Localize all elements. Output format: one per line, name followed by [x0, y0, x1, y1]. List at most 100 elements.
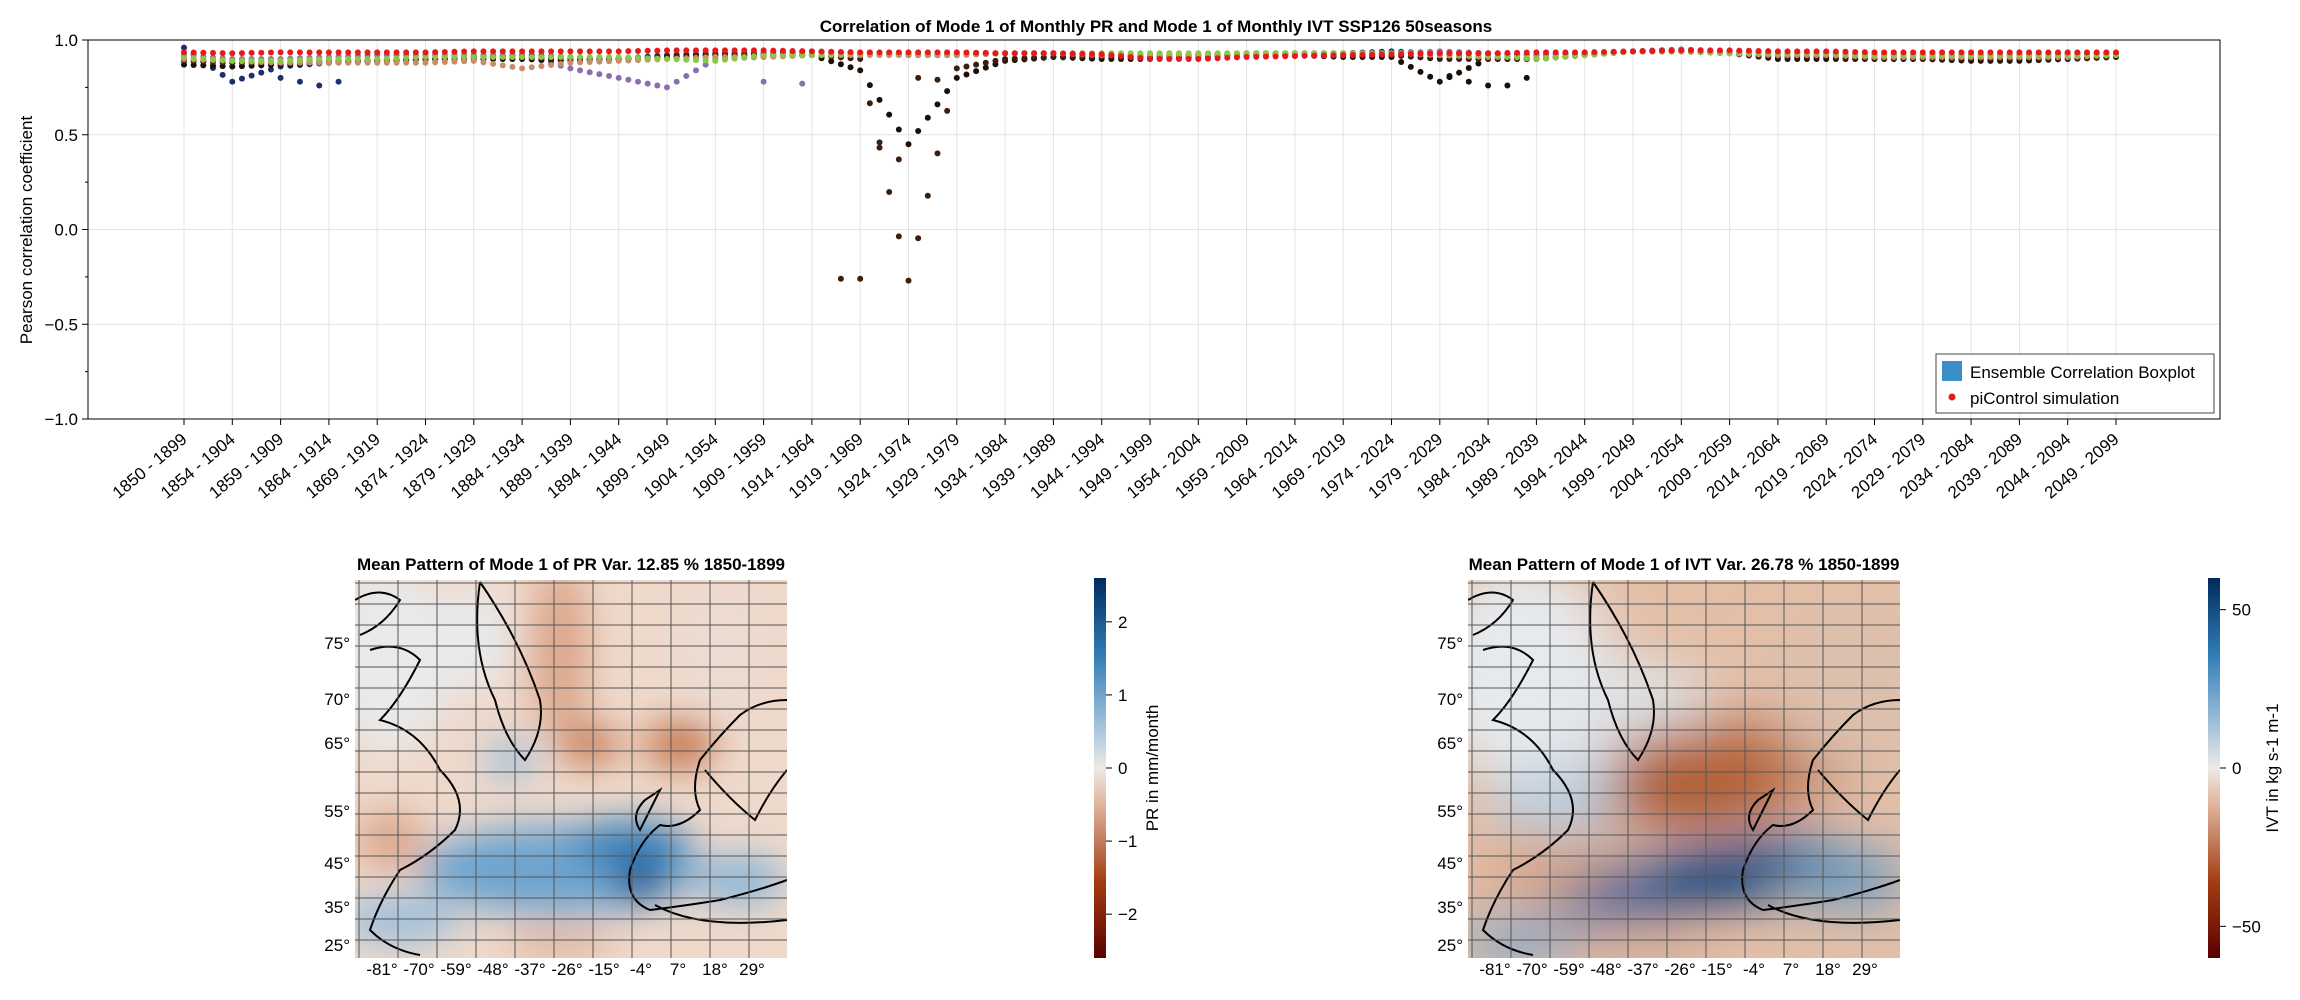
picontrol-point: [1031, 50, 1038, 57]
ensemble-point: [480, 54, 487, 61]
picontrol-point: [1881, 49, 1888, 56]
ensemble-point: [644, 55, 651, 62]
ensemble-point: [635, 78, 642, 85]
picontrol-point: [596, 48, 603, 55]
picontrol-point: [1349, 51, 1356, 58]
y-axis-label: Pearson correlation coefficient: [17, 116, 36, 345]
ivt-map-title: Mean Pattern of Mode 1 of IVT Var. 26.78…: [1469, 555, 1900, 574]
picontrol-point: [1601, 48, 1608, 55]
ensemble-point: [596, 71, 603, 78]
ensemble-point: [692, 67, 699, 74]
picontrol-point: [1475, 50, 1482, 57]
ensemble-point: [1475, 60, 1482, 67]
ensemble-point: [1456, 69, 1463, 76]
picontrol-point: [229, 50, 236, 57]
picontrol-point: [1079, 50, 1086, 57]
picontrol-point: [1359, 51, 1366, 58]
ensemble-point: [654, 82, 661, 89]
y-tick-label: 0.5: [54, 126, 78, 145]
ensemble-point: [181, 44, 187, 51]
ensemble-point: [586, 69, 593, 76]
picontrol-point: [606, 48, 613, 55]
ensemble-point: [1427, 73, 1434, 80]
picontrol-point: [393, 49, 400, 56]
ensemble-point: [1398, 58, 1405, 65]
ensemble-point: [461, 58, 468, 65]
correlation-chart: Correlation of Mode 1 of Monthly PR and …: [17, 17, 2221, 502]
picontrol-point: [480, 48, 487, 55]
picontrol-point: [1340, 52, 1347, 59]
pr-colorbar: [1094, 578, 1106, 958]
ensemble-point: [779, 52, 786, 59]
picontrol-point: [1716, 47, 1723, 54]
picontrol-point: [1456, 50, 1463, 57]
picontrol-point: [316, 49, 323, 56]
picontrol-point: [1929, 49, 1936, 56]
picontrol-point: [664, 47, 670, 54]
ivt-colorbar-label: IVT in kg s-1 m-1: [2263, 703, 2282, 832]
lon-tick-label: 29°: [739, 960, 765, 979]
ensemble-point: [837, 61, 844, 68]
lat-tick-label: 35°: [1437, 898, 1463, 917]
ensemble-point: [866, 82, 873, 89]
ensemble-point: [316, 56, 323, 63]
picontrol-point: [1861, 49, 1868, 56]
legend-dot-swatch: [1948, 393, 1956, 401]
ensemble-point: [238, 57, 245, 64]
lon-tick-label: 18°: [1815, 960, 1841, 979]
ensemble-point: [654, 55, 661, 62]
picontrol-point: [654, 47, 661, 54]
ensemble-point: [895, 156, 902, 163]
ensemble-point: [992, 57, 999, 64]
ivt-map-panel: Mean Pattern of Mode 1 of IVT Var. 26.78…: [1437, 555, 2282, 979]
ensemble-point: [596, 54, 603, 61]
picontrol-point: [1968, 49, 1975, 56]
ensemble-point: [1485, 82, 1492, 89]
ensemble-point: [306, 56, 313, 63]
picontrol-point: [1175, 55, 1182, 62]
picontrol-point: [1127, 54, 1134, 61]
ensemble-point: [586, 54, 593, 61]
picontrol-point: [538, 48, 545, 55]
picontrol-point: [741, 47, 748, 54]
picontrol-point: [577, 48, 584, 55]
ivt-lon-ticks: -81° -70° -59° -48° -37° -26° -15° -4° 7° 18° 29°: [1479, 960, 1878, 979]
pr-map-panel: Mean Pattern of Mode 1 of PR Var. 12.85 …: [324, 555, 1162, 979]
ensemble-point: [1031, 54, 1038, 61]
picontrol-point: [1523, 49, 1530, 56]
picontrol-point: [1369, 51, 1376, 58]
ensemble-point: [577, 67, 584, 74]
ensemble-point: [934, 101, 941, 108]
ensemble-point: [519, 54, 526, 61]
picontrol-point: [673, 47, 680, 54]
ensemble-point: [499, 54, 506, 61]
ensemble-point: [1002, 55, 1009, 62]
ensemble-point: [1465, 65, 1472, 72]
picontrol-point: [1697, 47, 1704, 54]
picontrol-point: [1060, 50, 1067, 57]
picontrol-point: [1021, 50, 1028, 57]
ensemble-point: [857, 67, 864, 74]
ensemble-point: [635, 54, 642, 61]
lon-tick-label: 7°: [670, 960, 686, 979]
picontrol-point: [1919, 49, 1926, 56]
y-tick-label: 0.0: [54, 221, 78, 240]
pr-colorbar-label: PR in mm/month: [1143, 705, 1162, 832]
lat-tick-label: 65°: [324, 734, 350, 753]
ensemble-point: [953, 65, 960, 72]
ensemble-point: [1040, 54, 1047, 61]
picontrol-point: [1736, 47, 1743, 54]
picontrol-point: [1794, 48, 1801, 55]
ensemble-point: [750, 53, 757, 60]
picontrol-point: [567, 48, 574, 55]
picontrol-point: [267, 49, 274, 56]
pr-map-field: [355, 580, 787, 958]
picontrol-point: [557, 48, 564, 55]
lon-tick-label: 7°: [1783, 960, 1799, 979]
ensemble-point: [538, 63, 545, 70]
picontrol-point: [1832, 48, 1839, 55]
picontrol-point: [1147, 55, 1153, 62]
picontrol-point: [461, 48, 468, 55]
lat-tick-label: 45°: [1437, 854, 1463, 873]
